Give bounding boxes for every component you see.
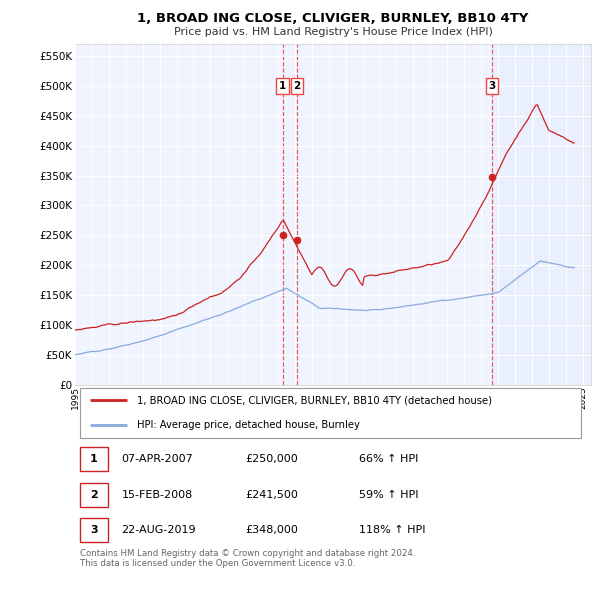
Text: HPI: Average price, detached house, Burnley: HPI: Average price, detached house, Burn… (137, 419, 360, 430)
FancyBboxPatch shape (80, 388, 581, 438)
Text: £250,000: £250,000 (245, 454, 298, 464)
Text: 07-APR-2007: 07-APR-2007 (121, 454, 193, 464)
Text: 1: 1 (90, 454, 98, 464)
Text: 22-AUG-2019: 22-AUG-2019 (121, 526, 196, 535)
Text: Contains HM Land Registry data © Crown copyright and database right 2024.
This d: Contains HM Land Registry data © Crown c… (80, 549, 416, 568)
FancyBboxPatch shape (80, 447, 107, 471)
Text: 118% ↑ HPI: 118% ↑ HPI (359, 526, 425, 535)
Text: 1: 1 (279, 81, 286, 91)
Text: 59% ↑ HPI: 59% ↑ HPI (359, 490, 418, 500)
Bar (492, 44, 591, 385)
Text: £241,500: £241,500 (245, 490, 298, 500)
FancyBboxPatch shape (80, 519, 107, 542)
Text: £348,000: £348,000 (245, 526, 298, 535)
Text: 15-FEB-2008: 15-FEB-2008 (121, 490, 193, 500)
Text: Price paid vs. HM Land Registry's House Price Index (HPI): Price paid vs. HM Land Registry's House … (173, 27, 493, 37)
Text: 1, BROAD ING CLOSE, CLIVIGER, BURNLEY, BB10 4TY: 1, BROAD ING CLOSE, CLIVIGER, BURNLEY, B… (137, 12, 529, 25)
Text: 3: 3 (488, 81, 496, 91)
Text: 1, BROAD ING CLOSE, CLIVIGER, BURNLEY, BB10 4TY (detached house): 1, BROAD ING CLOSE, CLIVIGER, BURNLEY, B… (137, 395, 492, 405)
Text: 2: 2 (293, 81, 301, 91)
Text: 66% ↑ HPI: 66% ↑ HPI (359, 454, 418, 464)
FancyBboxPatch shape (80, 483, 107, 507)
Text: 2: 2 (90, 490, 98, 500)
Text: 3: 3 (90, 526, 98, 535)
